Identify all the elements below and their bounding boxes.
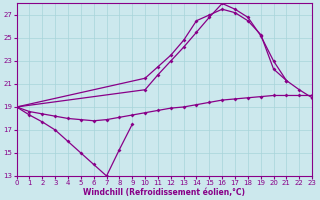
X-axis label: Windchill (Refroidissement éolien,°C): Windchill (Refroidissement éolien,°C) xyxy=(84,188,245,197)
